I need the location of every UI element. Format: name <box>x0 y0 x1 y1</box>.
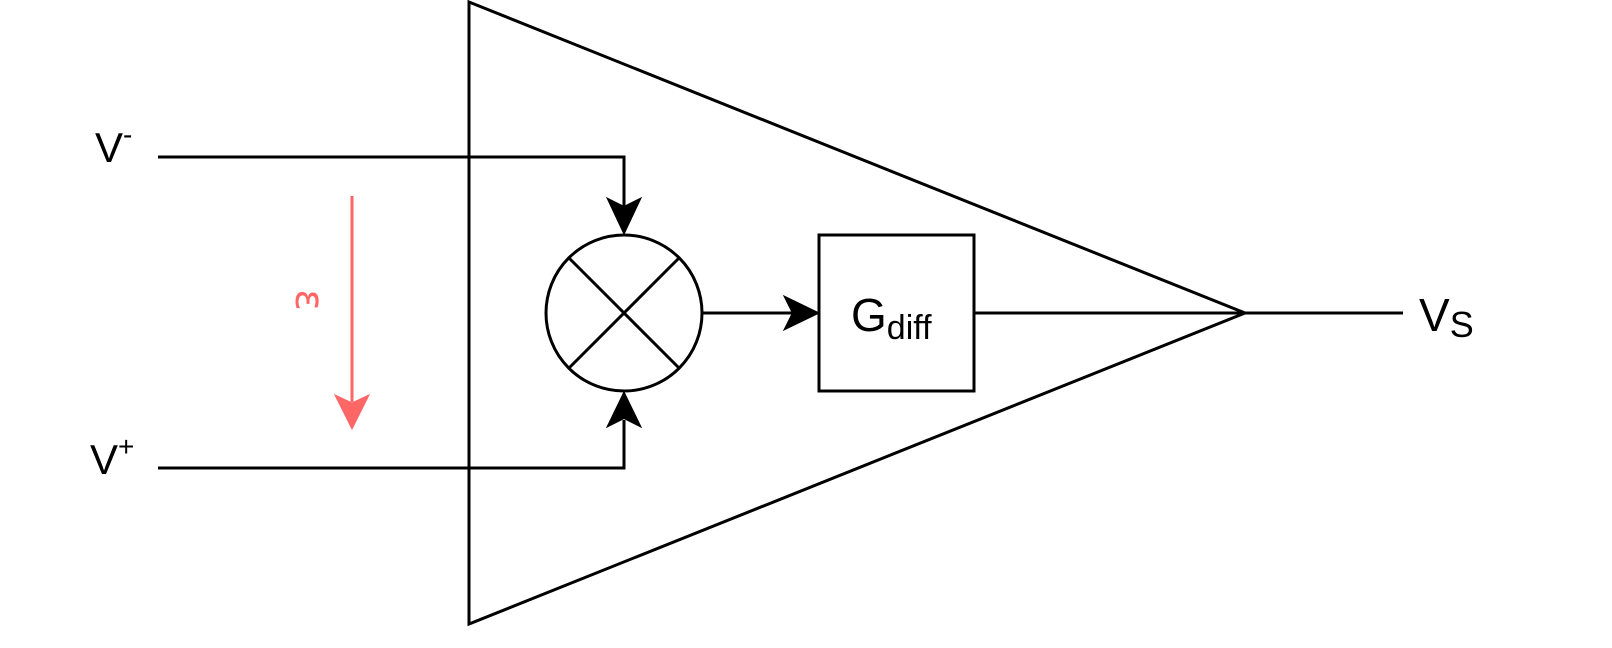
op-amp-triangle <box>467 0 1250 627</box>
v-minus-symbol: V <box>95 124 123 171</box>
output-subscript: S <box>1450 304 1474 345</box>
gain-block-label: Gdiff <box>851 289 932 347</box>
v-plus-superscript: + <box>118 431 134 462</box>
v-minus-wire <box>158 155 626 206</box>
v-plus-arrowhead <box>605 390 643 429</box>
gain-symbol: G <box>851 289 887 341</box>
v-plus-wire <box>158 420 626 470</box>
v-minus-arrowhead <box>605 196 643 236</box>
gain-subscript: diff <box>887 309 932 347</box>
error-voltage-arrow <box>333 196 371 431</box>
v-plus-label: V+ <box>90 431 134 483</box>
output-label: VS <box>1419 289 1474 345</box>
output-symbol: V <box>1419 289 1450 341</box>
error-voltage-label: ε <box>286 289 332 311</box>
v-plus-symbol: V <box>90 436 118 483</box>
v-minus-superscript: - <box>123 119 132 150</box>
junction-to-gain-arrowhead <box>782 294 821 332</box>
v-minus-label: V- <box>95 119 132 171</box>
summing-junction-x-icon <box>544 233 704 393</box>
